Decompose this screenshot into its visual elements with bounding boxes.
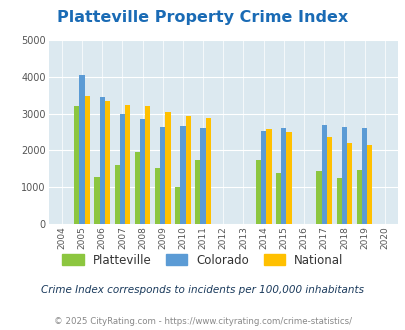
Bar: [185, 116, 190, 224]
Bar: [260, 131, 266, 224]
Bar: [366, 145, 371, 224]
Bar: [195, 160, 200, 224]
Bar: [104, 101, 110, 224]
Bar: [356, 170, 361, 224]
Bar: [286, 132, 291, 224]
Legend: Platteville, Colorado, National: Platteville, Colorado, National: [59, 250, 346, 270]
Text: Crime Index corresponds to incidents per 100,000 inhabitants: Crime Index corresponds to incidents per…: [41, 285, 364, 295]
Bar: [346, 143, 352, 224]
Bar: [165, 113, 170, 224]
Text: © 2025 CityRating.com - https://www.cityrating.com/crime-statistics/: © 2025 CityRating.com - https://www.city…: [54, 317, 351, 326]
Bar: [255, 160, 260, 224]
Bar: [119, 114, 125, 224]
Bar: [99, 97, 104, 224]
Bar: [79, 75, 84, 224]
Bar: [175, 187, 180, 224]
Bar: [275, 173, 281, 224]
Bar: [266, 129, 271, 224]
Bar: [114, 165, 119, 224]
Bar: [180, 126, 185, 224]
Bar: [336, 178, 341, 224]
Bar: [200, 128, 205, 224]
Bar: [160, 127, 165, 224]
Text: Platteville Property Crime Index: Platteville Property Crime Index: [57, 10, 348, 25]
Bar: [361, 128, 366, 224]
Bar: [145, 106, 150, 224]
Bar: [326, 137, 331, 224]
Bar: [321, 125, 326, 224]
Bar: [315, 171, 321, 224]
Bar: [341, 127, 346, 224]
Bar: [140, 119, 145, 224]
Bar: [94, 177, 99, 224]
Bar: [74, 106, 79, 224]
Bar: [154, 168, 160, 224]
Bar: [281, 128, 286, 224]
Bar: [84, 96, 90, 224]
Bar: [125, 105, 130, 224]
Bar: [205, 118, 211, 224]
Bar: [134, 152, 140, 224]
